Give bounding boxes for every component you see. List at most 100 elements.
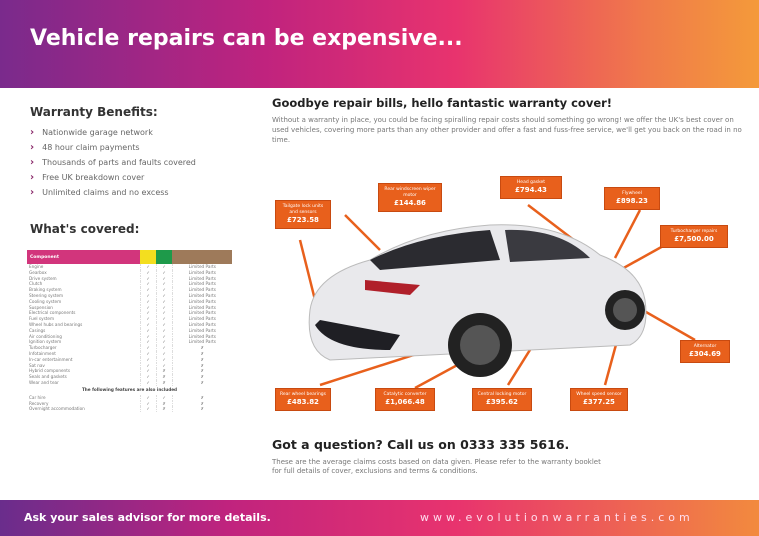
callout-label: Central locking motor [477, 392, 527, 397]
table-cell: Limited Parts [171, 292, 232, 299]
table-cell: ✓ [139, 281, 157, 288]
table-cell: ✗ [171, 368, 232, 375]
table-cell: Recovery [29, 400, 49, 406]
table-cell: Limited Parts [171, 298, 232, 305]
footer-banner: Ask your sales advisor for more details.… [0, 500, 759, 536]
table-cell: ✗ [171, 406, 232, 413]
table-cell: In-car entertainment [29, 356, 73, 362]
benefit-label: Free UK breakdown cover [42, 173, 145, 182]
callout-price: £794.43 [515, 186, 547, 194]
benefit-label: 48 hour claim payments [42, 143, 140, 152]
table-cell: ✓ [139, 292, 157, 299]
table-cell: ✓ [139, 264, 157, 270]
table-cell: ✓ [155, 269, 173, 276]
table-cell: ✓ [155, 281, 173, 288]
table-cell: ✓ [139, 275, 157, 282]
table-cell: Braking system [29, 287, 62, 293]
repair-cost-callout: Turbocharger repairs £7,500.00 [660, 225, 728, 248]
table-cell: Sat nav [29, 362, 45, 368]
callout-price: £304.69 [689, 350, 721, 358]
col-tier-2 [156, 250, 173, 264]
table-cell: ✓ [139, 362, 157, 369]
table-cell: Limited Parts [171, 304, 232, 311]
table-row: Clutch ✓ ✓ Limited Parts [27, 281, 232, 288]
website-link[interactable]: www.evolutionwarranties.com [420, 511, 694, 524]
table-cell: ✓ [155, 264, 173, 270]
table-row: Turbocharger ✓ ✓ ✗ [27, 345, 232, 351]
callout-label: Head gasket [516, 180, 546, 185]
benefit-label: Nationwide garage network [42, 128, 153, 137]
repair-cost-callout: Head gasket £794.43 [500, 176, 562, 199]
table-cell: ✗ [171, 394, 232, 401]
table-cell: ✗ [171, 362, 232, 369]
intro-body: Without a warranty in place, you could b… [272, 116, 742, 144]
callout-price: £144.86 [394, 199, 426, 207]
table-cell: ✗ [155, 406, 173, 413]
table-cell: ✓ [155, 339, 173, 346]
benefit-item: › Unlimited claims and no excess [30, 185, 196, 200]
table-cell: ✗ [171, 345, 232, 351]
col-component: Component [27, 250, 141, 264]
table-cell: ✓ [139, 287, 157, 293]
table-cell: ✓ [139, 406, 157, 413]
table-cell: Hybrid components [29, 368, 71, 374]
table-cell: Cooling system [29, 298, 62, 304]
repair-cost-callout: Alternator £304.69 [680, 340, 730, 363]
table-cell: Limited Parts [171, 275, 232, 282]
table-cell: ✓ [155, 310, 173, 317]
table-cell: Casings [29, 327, 46, 333]
callout-price: £7,500.00 [674, 235, 714, 243]
table-cell: ✓ [155, 356, 173, 363]
table-row: Car hire ✓ ✓ ✗ [27, 394, 232, 401]
table-row: Engine ✓ ✓ Limited Parts [27, 264, 232, 270]
table-cell: Limited Parts [171, 339, 232, 346]
repair-cost-callout: Wheel speed sensor £377.25 [570, 388, 628, 411]
table-cell: ✓ [155, 292, 173, 299]
table-cell: ✓ [155, 298, 173, 305]
table-row: Hybrid components ✓ ✗ ✗ [27, 368, 232, 375]
table-cell: ✓ [139, 316, 157, 322]
table-cell: ✓ [139, 339, 157, 346]
repair-cost-callout: Rear windscreen wiper motor £144.86 [378, 183, 442, 212]
benefit-label: Thousands of parts and faults covered [42, 158, 196, 167]
intro: Goodbye repair bills, hello fantastic wa… [272, 96, 742, 145]
table-row: Braking system ✓ ✓ Limited Parts [27, 287, 232, 293]
table-cell: ✗ [155, 368, 173, 375]
table-cell: ✓ [155, 345, 173, 351]
callout-label: Catalytic converter [383, 392, 427, 397]
table-cell: ✓ [139, 374, 157, 380]
table-cell: ✗ [171, 374, 232, 380]
table-cell: ✗ [171, 400, 232, 407]
table-cell: Limited Parts [171, 281, 232, 288]
warranty-benefits: Warranty Benefits: › Nationwide garage ne… [30, 105, 196, 200]
callout-price: £1,066.48 [385, 398, 425, 406]
benefit-item: › Nationwide garage network [30, 125, 196, 140]
table-cell: Limited Parts [171, 264, 232, 270]
table-cell: Limited Parts [171, 333, 232, 340]
benefit-item: › 48 hour claim payments [30, 140, 196, 155]
car-illustration [298, 204, 696, 390]
callout-label: Tailgate lock units and sensors [282, 204, 324, 215]
header-banner: Vehicle repairs can be expensive... [0, 0, 759, 88]
table-cell: ✓ [139, 394, 157, 401]
callout-label: Flywheel [622, 191, 642, 196]
table-cell: Turbocharger [29, 345, 57, 351]
table-cell: ✓ [139, 321, 157, 328]
table-cell: Limited Parts [171, 287, 232, 293]
page-title: Vehicle repairs can be expensive... [30, 26, 463, 51]
table-row: In-car entertainment ✓ ✓ ✗ [27, 356, 232, 363]
table-cell: Wear and tear [29, 379, 59, 385]
table-row: Fuel system ✓ ✓ Limited Parts [27, 316, 232, 322]
table-cell: Overnight accommodation [29, 406, 85, 412]
table-cell: ✓ [139, 368, 157, 375]
table-row: Sat nav ✓ ✓ ✗ [27, 362, 232, 369]
table-cell: ✓ [139, 304, 157, 311]
repair-cost-callout: Catalytic converter £1,066.48 [375, 388, 435, 411]
extras-heading: The following features are also included [81, 387, 178, 393]
table-cell: Seals and gaskets [29, 374, 67, 380]
table-cell: ✓ [155, 333, 173, 340]
disclaimer: These are the average claims costs based… [272, 458, 601, 475]
table-row: Wheel hubs and bearings ✓ ✓ Limited Parts [27, 321, 232, 328]
callout-price: £898.23 [616, 197, 648, 205]
table-cell: Drive system [29, 275, 57, 281]
